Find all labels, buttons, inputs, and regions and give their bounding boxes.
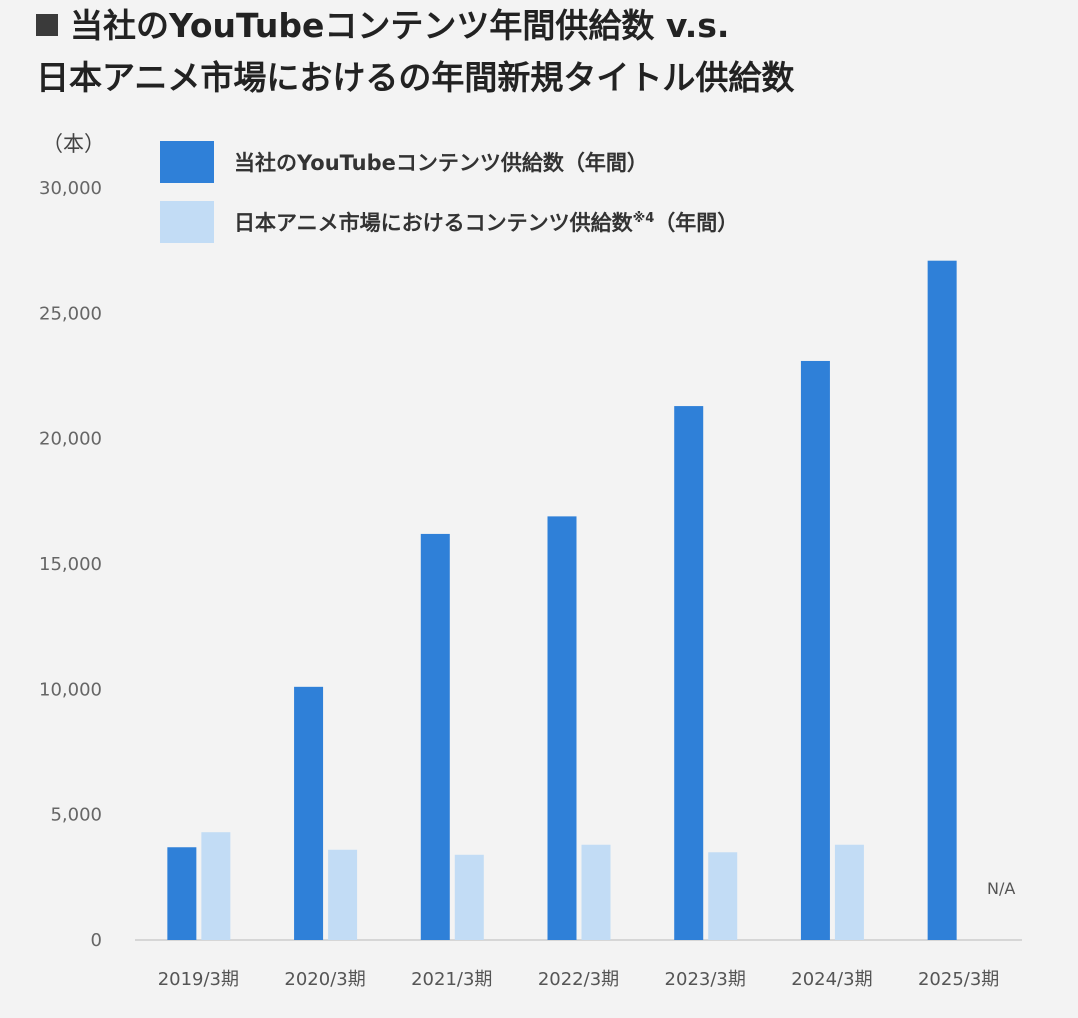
y-tick-label: 5,000 [50, 805, 102, 826]
y-tick-label: 25,000 [39, 303, 102, 324]
title-line-2: 日本アニメ市場におけるの年間新規タイトル供給数 [36, 58, 795, 97]
x-tick-label: 2025/3期 [918, 969, 999, 990]
na-label: N/A [987, 879, 1015, 898]
chart-title: 当社のYouTubeコンテンツ年間供給数 v.s. 日本アニメ市場におけるの年間… [36, 0, 1066, 104]
bar-company [927, 260, 957, 940]
y-tick-label: 30,000 [39, 178, 102, 199]
bar-market [328, 849, 358, 940]
bar-company [674, 406, 704, 941]
title-square-icon [36, 14, 58, 36]
y-tick-label: 15,000 [39, 554, 102, 575]
x-tick-label: 2019/3期 [158, 969, 239, 990]
bar-company [547, 516, 577, 940]
bar-market [708, 852, 738, 940]
legend: 当社のYouTubeコンテンツ供給数（年間） 日本アニメ市場におけるコンテンツ供… [160, 140, 738, 260]
bar-market [581, 844, 611, 940]
legend-swatch-market [160, 201, 214, 243]
bar-company [800, 360, 830, 941]
legend-label-market: 日本アニメ市場におけるコンテンツ供給数※4（年間） [234, 207, 738, 237]
legend-label-company: 当社のYouTubeコンテンツ供給数（年間） [234, 151, 648, 175]
legend-item-company: 当社のYouTubeコンテンツ供給数（年間） [160, 140, 738, 184]
x-tick-label: 2024/3期 [791, 969, 872, 990]
x-tick-label: 2020/3期 [284, 969, 365, 990]
y-tick-label: 0 [91, 930, 102, 951]
x-tick-label: 2021/3期 [411, 969, 492, 990]
legend-item-market: 日本アニメ市場におけるコンテンツ供給数※4（年間） [160, 200, 738, 244]
title-line-1: 当社のYouTubeコンテンツ年間供給数 v.s. [70, 6, 730, 45]
bar-market [454, 854, 484, 940]
bar-market [834, 844, 864, 940]
legend-label-market-suffix: （年間） [654, 211, 739, 235]
bar-company [294, 686, 324, 940]
bar-market [201, 832, 231, 940]
x-tick-label: 2022/3期 [538, 969, 619, 990]
y-tick-label: 20,000 [39, 429, 102, 450]
legend-note-market: ※4 [632, 211, 655, 226]
y-tick-label: 10,000 [39, 679, 102, 700]
bar-company [167, 847, 197, 940]
y-axis-unit-label: （本） [42, 132, 105, 156]
bar-company [420, 533, 450, 940]
x-tick-label: 2023/3期 [665, 969, 746, 990]
legend-swatch-company [160, 141, 214, 183]
legend-label-market-text: 日本アニメ市場におけるコンテンツ供給数 [234, 211, 633, 235]
